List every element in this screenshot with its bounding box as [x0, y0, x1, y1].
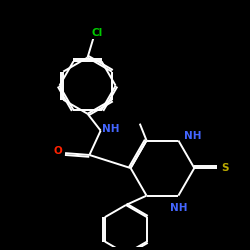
Text: S: S: [221, 163, 229, 173]
Text: NH: NH: [184, 131, 201, 141]
Text: NH: NH: [170, 203, 187, 213]
Text: Cl: Cl: [91, 28, 102, 38]
Text: O: O: [53, 146, 62, 156]
Text: NH: NH: [102, 124, 120, 134]
